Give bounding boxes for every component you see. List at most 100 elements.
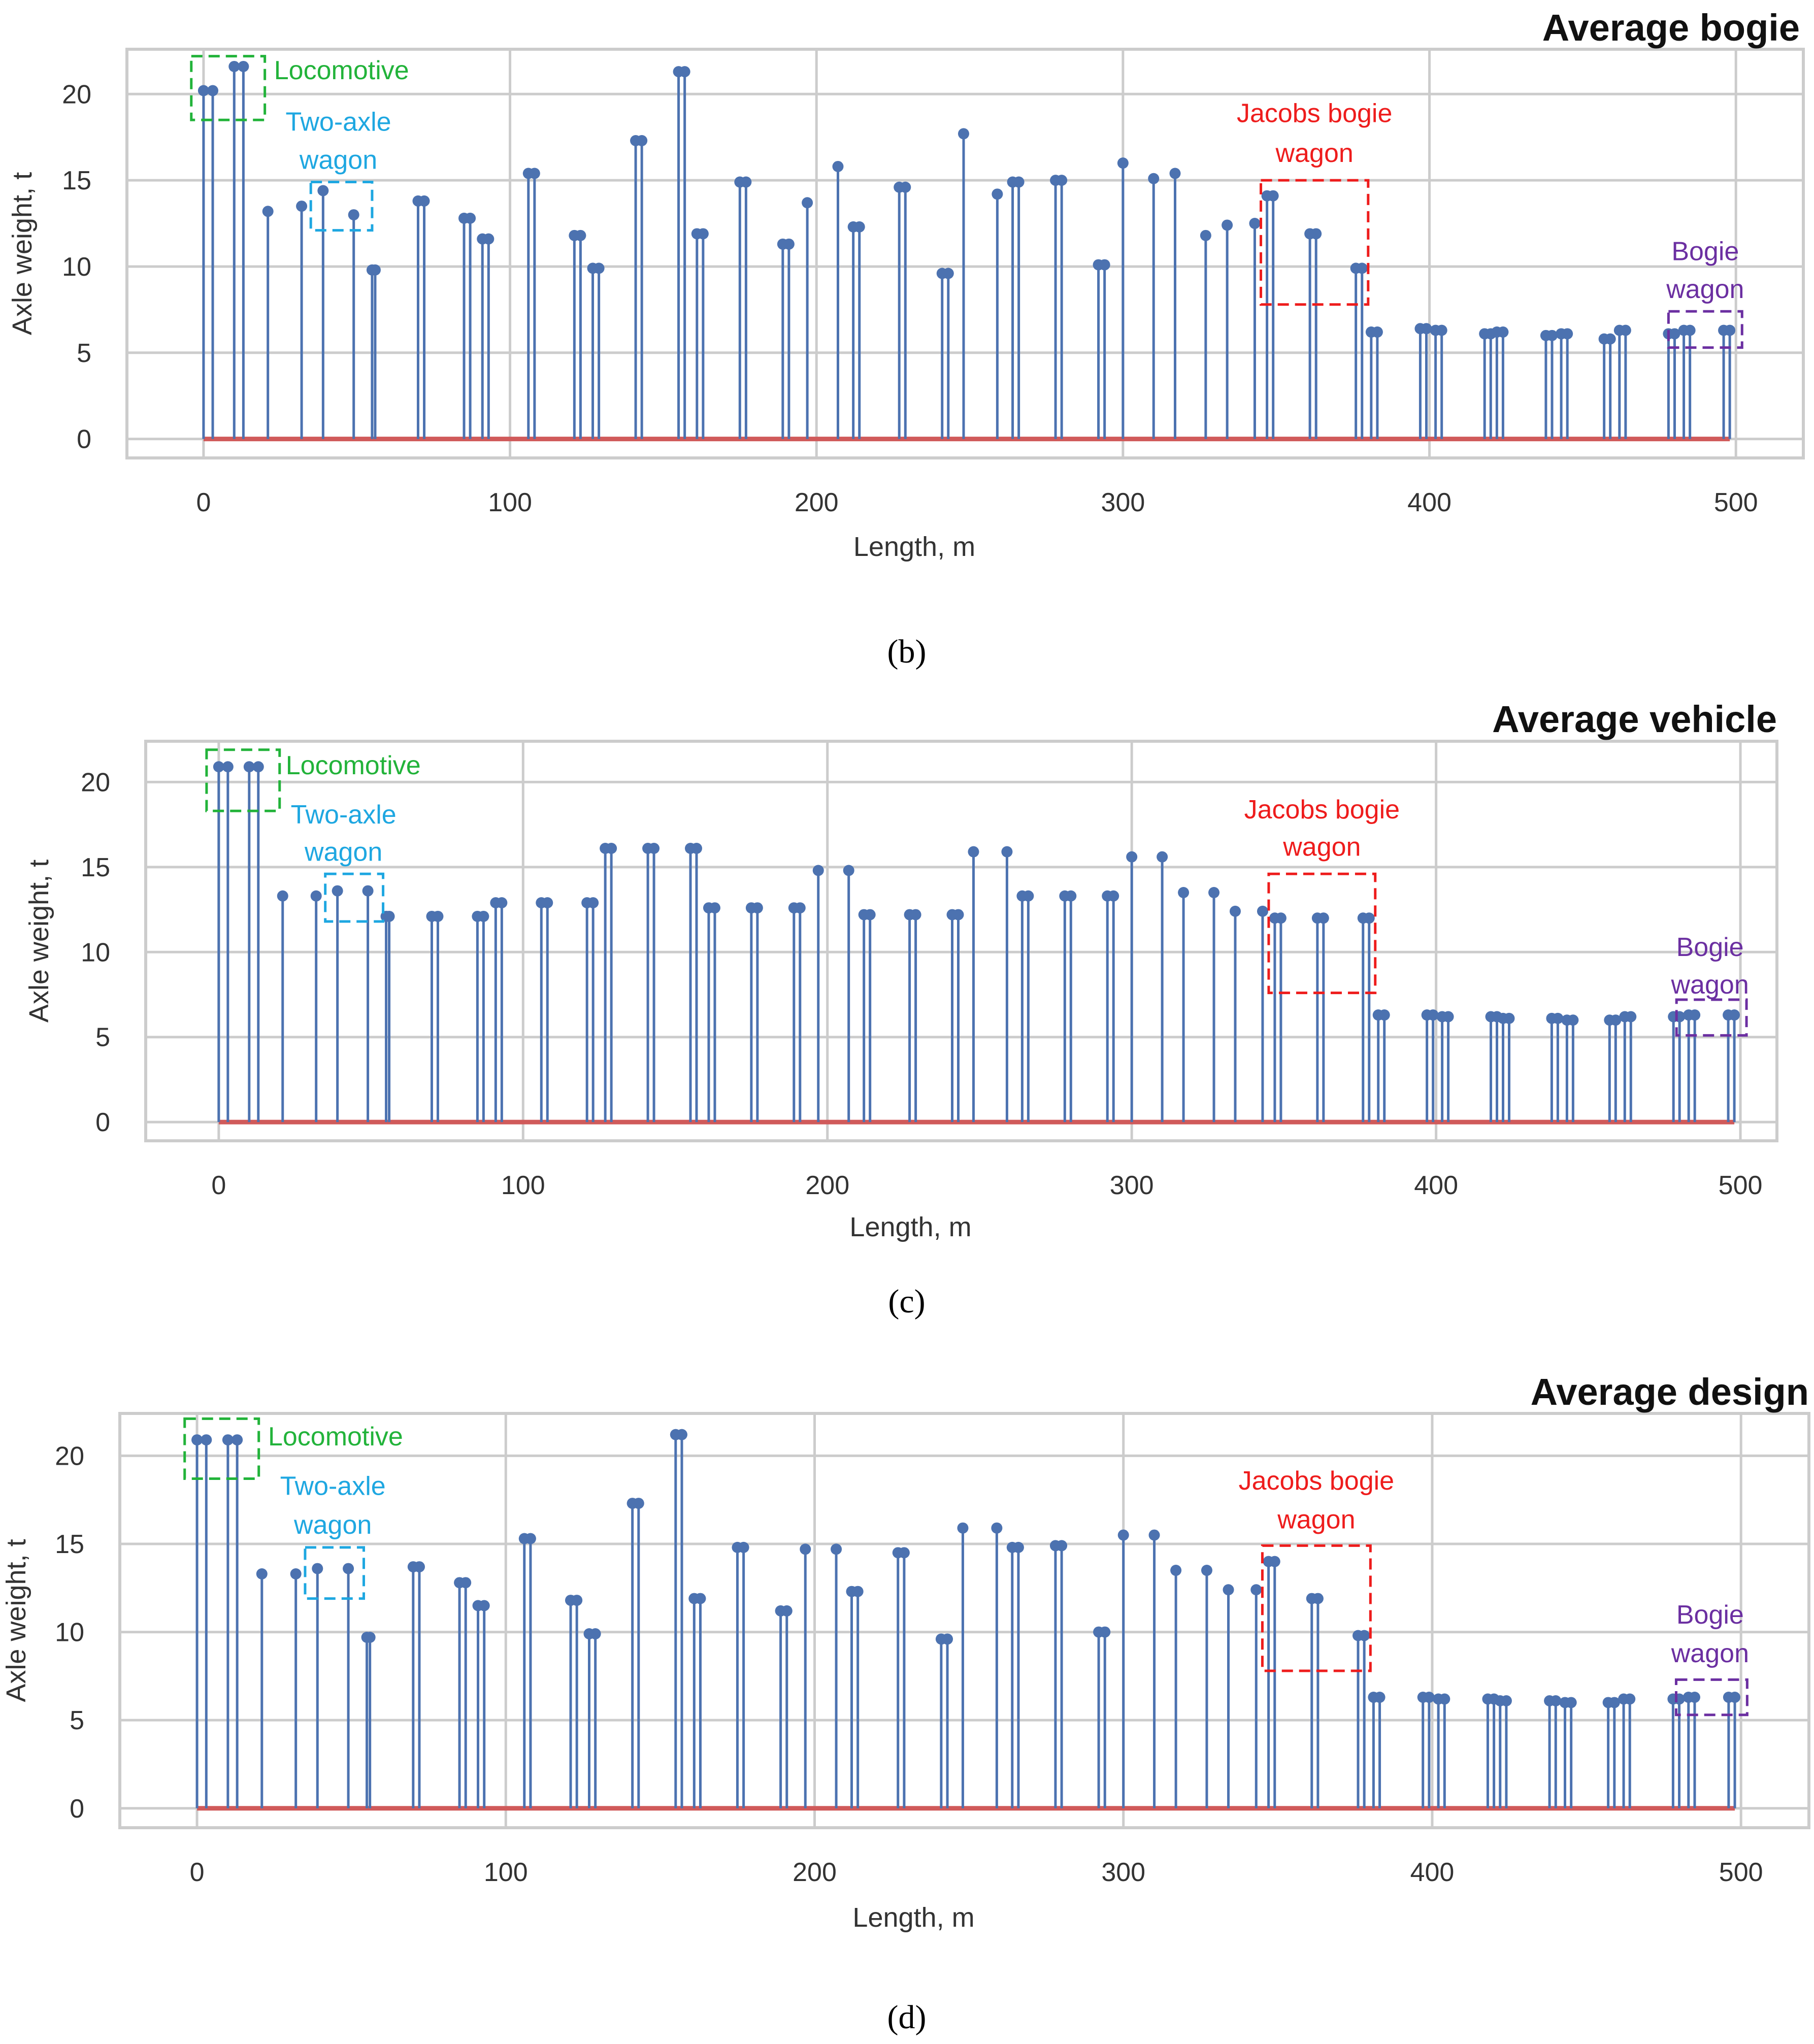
axle-marker — [1689, 1009, 1701, 1021]
axle-marker — [1208, 887, 1220, 899]
axle-marker — [222, 1434, 234, 1446]
axle-marker — [207, 85, 219, 96]
axle-marker — [1312, 1593, 1324, 1604]
axle-marker — [364, 1631, 376, 1643]
axle-marker — [213, 761, 224, 773]
axle-marker — [1099, 1626, 1111, 1638]
axle-marker — [1567, 1014, 1579, 1026]
y-tick-label: 15 — [55, 1530, 84, 1559]
axle-marker — [369, 264, 381, 276]
axle-marker — [1624, 1693, 1636, 1705]
chart-panel-b: 0 100 200 300 400 500 0 5 10 15 20 Locomotive Two-ax… — [7, 7, 1805, 670]
axle-marker — [690, 842, 702, 854]
axle-marker — [317, 185, 329, 196]
axle-marker — [589, 1628, 601, 1640]
axle-marker — [802, 197, 813, 209]
axle-marker — [1257, 905, 1268, 917]
x-axis-label: Length, m — [853, 532, 975, 562]
axle-marker — [1436, 324, 1447, 336]
axle-marker — [1200, 229, 1211, 241]
annotation-label: wagon — [1671, 970, 1749, 1000]
axle-marker — [695, 1593, 706, 1604]
x-axis-label: Length, m — [849, 1212, 971, 1242]
axle-marker — [478, 910, 489, 922]
axle-marker — [277, 890, 288, 902]
axle-marker — [1126, 851, 1138, 863]
axle-marker — [898, 1547, 910, 1559]
axle-marker — [812, 865, 824, 876]
axle-marker — [575, 229, 586, 241]
axle-marker — [478, 1600, 490, 1611]
axle-marker — [1356, 262, 1368, 274]
y-tick-label: 15 — [81, 853, 110, 882]
plot-frame — [144, 740, 1778, 1142]
axle-marker — [800, 1543, 811, 1555]
annotation-label: wagon — [299, 145, 377, 175]
axle-marker — [348, 209, 359, 221]
x-tick-label: 300 — [1110, 1171, 1154, 1200]
chart-title: Average vehicle — [1492, 698, 1777, 740]
x-tick-label: 500 — [1719, 1858, 1763, 1887]
annotation-label: Jacobs bogie — [1244, 795, 1400, 825]
annotation-label: wagon — [1277, 1505, 1355, 1534]
x-tick-label: 400 — [1414, 1171, 1458, 1200]
axle-marker — [1604, 333, 1616, 345]
axle-marker — [542, 897, 553, 909]
y-tick-label: 10 — [62, 252, 91, 282]
y-tick-label: 20 — [62, 80, 91, 109]
annotation-label: Two-axle — [280, 1471, 386, 1501]
axle-marker — [524, 1533, 536, 1544]
axle-marker — [418, 195, 430, 207]
x-tick-label: 300 — [1101, 1858, 1145, 1887]
annotation-box — [183, 1417, 260, 1480]
annotation-label: wagon — [304, 838, 382, 867]
x-tick-label: 0 — [196, 488, 211, 517]
axle-marker — [1178, 887, 1190, 899]
annotation-label: wagon — [293, 1510, 372, 1540]
axle-marker — [201, 1434, 212, 1446]
x-tick-label: 500 — [1714, 488, 1758, 517]
axle-marker — [1269, 1556, 1280, 1567]
axle-marker — [1552, 1012, 1564, 1024]
axle-marker — [256, 1568, 268, 1579]
annotation-label: Locomotive — [286, 751, 421, 780]
axle-marker — [1222, 219, 1233, 231]
plot-frame — [125, 48, 1805, 459]
chart-title: Average bogie — [1542, 7, 1800, 49]
axle-marker — [832, 160, 844, 172]
axle-marker — [593, 262, 605, 274]
axle-marker — [1108, 890, 1119, 902]
axle-marker — [496, 897, 508, 909]
axle-marker — [1001, 846, 1013, 858]
y-tick-label: 10 — [55, 1618, 84, 1647]
annotation-label: Jacobs bogie — [1239, 1466, 1394, 1496]
axle-marker — [332, 885, 343, 897]
axle-marker — [1012, 1541, 1024, 1553]
x-tick-label: 100 — [484, 1858, 528, 1887]
axle-marker — [1117, 157, 1129, 169]
axle-marker — [1500, 1695, 1512, 1706]
annotation-box — [190, 55, 267, 121]
axle-marker — [738, 1541, 749, 1553]
annotation-box — [304, 1546, 365, 1600]
axle-marker — [310, 890, 322, 902]
annotation-label: wagon — [1666, 275, 1744, 304]
axle-marker — [228, 60, 240, 72]
chart-panel-d: 0 100 200 300 400 500 0 5 10 15 20 Locomotive Two-ax… — [1, 1371, 1810, 2036]
axle-marker — [1013, 176, 1025, 188]
y-tick-label: 20 — [55, 1441, 84, 1471]
axle-marker — [1317, 912, 1329, 924]
x-tick-label: 200 — [793, 1858, 837, 1887]
axle-marker — [243, 761, 255, 773]
chart-title: Average design — [1531, 1371, 1809, 1413]
axle-marker — [1229, 905, 1241, 917]
axle-marker — [1439, 1693, 1450, 1705]
annotation-box — [1261, 1544, 1372, 1672]
axle-marker — [676, 1429, 687, 1440]
axle-marker — [1148, 173, 1160, 184]
axle-marker — [1249, 218, 1261, 229]
annotation-box — [1674, 1678, 1749, 1717]
axle-marker — [900, 181, 911, 193]
y-tick-label: 10 — [81, 938, 110, 967]
axle-marker — [1729, 1009, 1740, 1021]
